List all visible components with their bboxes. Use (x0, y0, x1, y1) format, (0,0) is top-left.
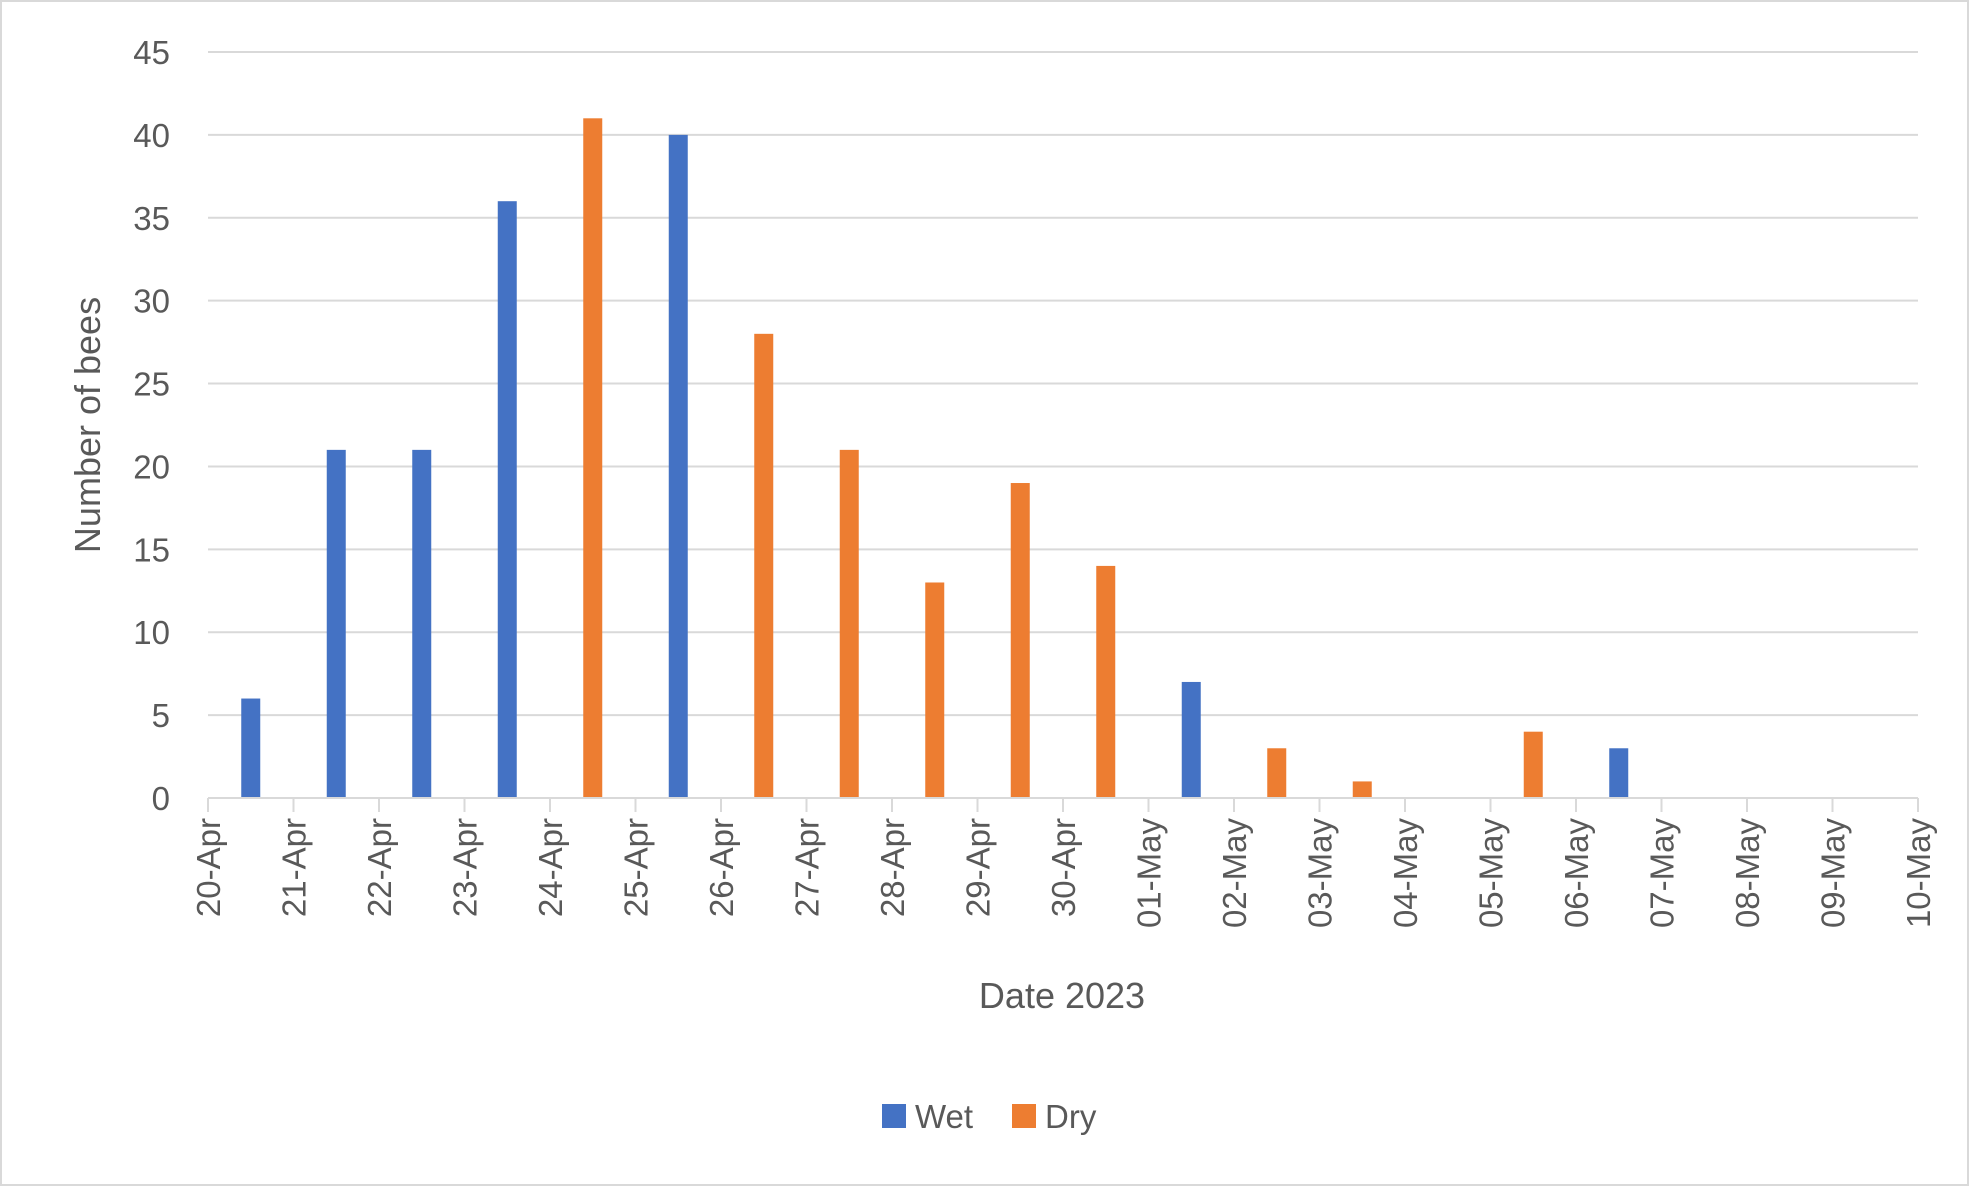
y-tick-label: 40 (133, 117, 170, 154)
x-tick-label: 20-Apr (190, 818, 227, 917)
legend-swatch-dry (1012, 1104, 1036, 1128)
y-tick-label: 25 (133, 366, 170, 403)
x-tick-label: 09-May (1815, 818, 1852, 929)
y-tick-label: 5 (152, 697, 170, 734)
bar-dry (925, 582, 945, 798)
bar-dry (1010, 483, 1030, 798)
bar-dry (1352, 781, 1372, 798)
bar-wet (668, 134, 688, 798)
x-tick-label: 30-Apr (1045, 818, 1082, 917)
bar-wet (326, 449, 346, 798)
bar-dry (754, 333, 774, 798)
legend-label-dry: Dry (1045, 1098, 1097, 1135)
x-tick-label: 06-May (1558, 818, 1595, 929)
x-tick-label: 21-Apr (276, 818, 313, 917)
y-axis-tick-labels: 0 5 10 15 20 25 30 35 40 45 (133, 34, 170, 817)
x-tick-label: 05-May (1473, 818, 1510, 929)
x-tick-label: 10-May (1900, 818, 1937, 929)
bar-wet (1609, 748, 1629, 798)
bar-dry (1267, 748, 1287, 798)
x-tick-label: 27-Apr (789, 818, 826, 917)
x-tick-label: 04-May (1387, 818, 1424, 929)
x-tick-label: 24-Apr (532, 818, 569, 917)
legend-swatch-wet (882, 1104, 906, 1128)
bar-wet (1181, 681, 1201, 798)
x-tick-label: 01-May (1131, 818, 1168, 929)
bar-wet (241, 698, 261, 798)
x-tick-label: 28-Apr (874, 818, 911, 917)
x-axis-tick-labels: 20-Apr 21-Apr 22-Apr 23-Apr 24-Apr 25-Apr 26-A… (190, 818, 1937, 929)
x-axis-title: Date 2023 (979, 975, 1145, 1016)
legend: Wet Dry (882, 1098, 1097, 1135)
bar-dry (583, 118, 603, 799)
legend-label-wet: Wet (915, 1098, 973, 1135)
y-axis-title: Number of bees (67, 297, 108, 553)
x-tick-label: 23-Apr (447, 818, 484, 917)
x-tick-label: 07-May (1644, 818, 1681, 929)
x-axis (207, 797, 1919, 812)
x-tick-label: 22-Apr (361, 818, 398, 917)
y-tick-label: 45 (133, 34, 170, 71)
bar-dry (839, 449, 859, 798)
x-tick-label: 29-Apr (960, 818, 997, 917)
bars (241, 118, 1629, 799)
y-tick-label: 0 (152, 780, 170, 817)
x-tick-label: 08-May (1729, 818, 1766, 929)
bar-wet (497, 201, 517, 798)
y-tick-label: 20 (133, 448, 170, 485)
x-tick-label: 25-Apr (618, 818, 655, 917)
x-tick-label: 02-May (1216, 818, 1253, 929)
y-tick-label: 35 (133, 200, 170, 237)
bar-dry (1096, 565, 1116, 798)
x-tick-label: 26-Apr (703, 818, 740, 917)
y-tick-label: 15 (133, 531, 170, 568)
bar-dry (1523, 731, 1543, 798)
gridlines (208, 51, 1918, 717)
x-tick-label: 03-May (1302, 818, 1339, 929)
y-tick-label: 30 (133, 283, 170, 320)
bar-wet (412, 449, 432, 798)
y-tick-label: 10 (133, 614, 170, 651)
